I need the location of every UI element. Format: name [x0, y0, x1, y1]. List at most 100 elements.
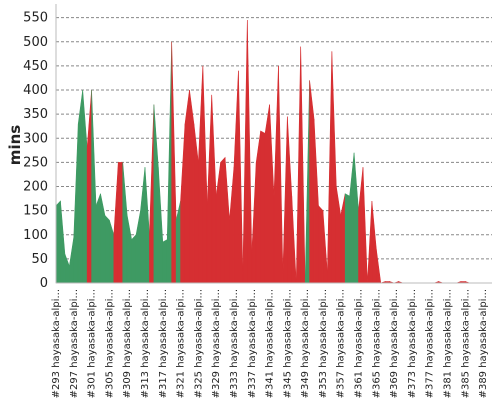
- build-duration-segment: [175, 200, 181, 284]
- build-duration-segment: [55, 200, 61, 284]
- build-duration-segment: [282, 116, 288, 284]
- x-tick-label: #329 hayasaka-alpi...: [211, 289, 222, 398]
- build-duration-areas: [55, 20, 492, 284]
- y-tick-label: 0: [40, 276, 48, 291]
- build-duration-segment: [309, 80, 315, 284]
- x-tick-label: #325 hayasaka-alpi...: [193, 289, 204, 398]
- build-duration-segment: [95, 193, 101, 284]
- build-duration-segment: [242, 20, 248, 284]
- build-duration-segment: [73, 123, 79, 284]
- build-duration-segment: [371, 200, 377, 284]
- y-tick-label: 50: [31, 252, 48, 267]
- build-duration-segment: [77, 89, 83, 284]
- build-duration-segment: [322, 210, 328, 284]
- build-duration-segment: [149, 104, 155, 284]
- y-tick-label: 100: [23, 228, 48, 243]
- build-duration-segment: [202, 65, 208, 284]
- build-duration-segment: [291, 196, 297, 284]
- x-tick-label: #369 hayasaka-alpi...: [389, 289, 400, 398]
- build-duration-segment: [353, 152, 359, 284]
- build-duration-segment: [335, 186, 342, 284]
- build-duration-segment: [278, 65, 284, 284]
- axes: [55, 4, 492, 284]
- build-duration-segment: [162, 239, 168, 284]
- build-duration-segment: [193, 123, 199, 284]
- build-duration-segment: [358, 167, 364, 284]
- build-duration-segment: [260, 130, 266, 284]
- build-duration-segment: [100, 193, 106, 284]
- build-duration-segment: [233, 70, 239, 284]
- build-duration-segment: [287, 116, 293, 284]
- x-tick-label: #305 hayasaka-alpi...: [104, 289, 115, 398]
- build-duration-segment: [206, 94, 213, 284]
- x-tick-label: #341 hayasaka-alpi...: [265, 289, 276, 398]
- build-duration-segment: [189, 89, 195, 284]
- y-tick-label: 350: [23, 107, 48, 122]
- build-duration-segment: [349, 152, 355, 284]
- build-duration-segment: [238, 70, 244, 284]
- build-duration-segment: [327, 51, 333, 284]
- x-tick-label: #373 hayasaka-alpi...: [407, 289, 418, 398]
- build-duration-segment: [131, 233, 137, 284]
- x-tick-label: #381 hayasaka-alpi...: [443, 289, 454, 398]
- build-duration-segment: [313, 118, 319, 284]
- y-axis-label: mins: [6, 125, 24, 165]
- x-tick-label: #337 hayasaka-alpi...: [247, 289, 258, 398]
- x-tick-label: #365 hayasaka-alpi...: [371, 289, 382, 398]
- build-duration-segment: [229, 167, 235, 284]
- build-duration-segment: [69, 237, 75, 284]
- build-duration-segment: [140, 167, 146, 284]
- x-tick-label: #297 hayasaka-alpi...: [69, 289, 80, 398]
- build-duration-segment: [135, 210, 141, 284]
- build-duration-segment: [144, 167, 150, 284]
- build-duration-segment: [318, 205, 324, 284]
- build-duration-segment: [255, 130, 261, 284]
- y-tick-label: 500: [23, 35, 48, 50]
- build-duration-segment: [86, 89, 92, 284]
- build-duration-segment: [300, 46, 306, 284]
- x-tick-label: #389 hayasaka-alpi...: [478, 289, 489, 398]
- build-duration-segment: [269, 104, 275, 284]
- x-tick-label: #301 hayasaka-alpi...: [87, 289, 98, 398]
- build-duration-segment: [109, 220, 115, 284]
- x-tick-label: #353 hayasaka-alpi...: [318, 289, 329, 398]
- x-tick-label: #385 hayasaka-alpi...: [460, 289, 471, 398]
- build-duration-segment: [104, 214, 110, 284]
- x-tick-label: #309 hayasaka-alpi...: [122, 289, 133, 398]
- build-duration-segment: [344, 193, 350, 284]
- y-tick-label: 450: [23, 59, 48, 74]
- x-tick-label: #349 hayasaka-alpi...: [300, 289, 311, 398]
- build-duration-segment: [113, 162, 119, 284]
- y-tick-label: 200: [23, 180, 48, 195]
- build-duration-segment: [198, 65, 204, 284]
- build-duration-segment: [264, 104, 270, 284]
- build-duration-segment: [82, 89, 88, 284]
- build-duration-segment: [340, 193, 346, 284]
- x-tick-label: #345 hayasaka-alpi...: [282, 289, 293, 398]
- x-tick-label: #293 hayasaka-alpi...: [51, 289, 62, 398]
- x-tick-label: #313 hayasaka-alpi...: [140, 289, 151, 398]
- build-duration-segment: [215, 162, 221, 284]
- build-duration-segment: [126, 215, 132, 284]
- build-duration-segment: [251, 162, 257, 284]
- x-axis-ticks: #293 hayasaka-alpi... #297 hayasaka-alpi.…: [51, 289, 489, 398]
- build-duration-segment: [273, 65, 279, 284]
- build-duration-segment: [304, 80, 310, 284]
- build-duration-segment: [180, 123, 186, 284]
- y-tick-label: 300: [23, 131, 48, 146]
- y-tick-label: 150: [23, 204, 48, 219]
- build-duration-segment: [171, 41, 177, 284]
- x-tick-label: #317 hayasaka-alpi...: [158, 289, 169, 398]
- build-duration-segment: [184, 89, 190, 284]
- y-axis-ticks: 0 50 100 150 200 250 300 350 400 450 500 550: [23, 11, 48, 291]
- x-tick-label: #357 hayasaka-alpi...: [336, 289, 347, 398]
- x-tick-label: #361 hayasaka-alpi...: [354, 289, 365, 398]
- build-duration-segment: [295, 46, 301, 284]
- build-duration-segment: [362, 167, 368, 284]
- build-duration-segment: [220, 156, 226, 284]
- x-tick-label: #333 hayasaka-alpi...: [229, 289, 240, 398]
- build-duration-segment: [367, 200, 373, 284]
- build-duration-segment: [153, 104, 159, 284]
